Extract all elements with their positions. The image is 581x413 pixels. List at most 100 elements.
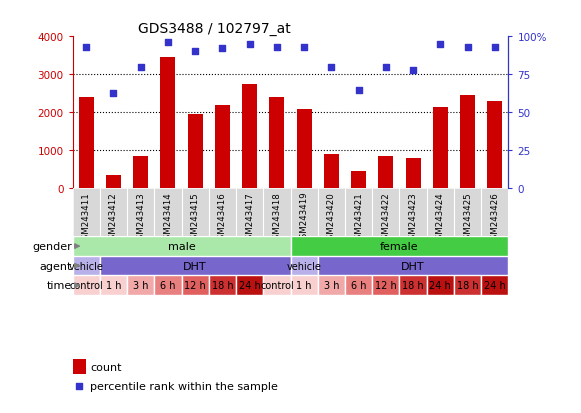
Text: female: female [380, 242, 419, 252]
Text: GSM243426: GSM243426 [490, 191, 499, 244]
Point [272, 45, 282, 51]
Text: vehicle: vehicle [69, 261, 103, 271]
Text: percentile rank within the sample: percentile rank within the sample [90, 381, 278, 391]
Text: 12 h: 12 h [375, 280, 397, 290]
Text: 1 h: 1 h [106, 280, 121, 290]
Bar [100, 256, 290, 276]
Bar [242, 85, 257, 189]
Bar [188, 115, 203, 189]
Text: GSM243420: GSM243420 [327, 191, 336, 244]
Bar [481, 276, 508, 295]
Text: control: control [260, 280, 294, 290]
Point [490, 45, 500, 51]
Point [81, 45, 91, 51]
Bar [263, 276, 290, 295]
Bar [79, 98, 94, 189]
Bar [155, 276, 181, 295]
Text: GSM243418: GSM243418 [272, 191, 281, 244]
Text: 24 h: 24 h [429, 280, 451, 290]
Text: male: male [168, 242, 195, 252]
Point [136, 64, 145, 71]
Bar [345, 276, 372, 295]
Text: 24 h: 24 h [484, 280, 505, 290]
Bar [372, 276, 400, 295]
Text: 24 h: 24 h [239, 280, 260, 290]
Text: GSM243419: GSM243419 [300, 191, 309, 244]
Text: GSM243416: GSM243416 [218, 191, 227, 244]
Bar [127, 276, 155, 295]
Text: vehicle: vehicle [286, 261, 321, 271]
Bar [215, 105, 230, 189]
Bar [487, 102, 502, 189]
Point [463, 45, 472, 51]
Text: GSM243421: GSM243421 [354, 191, 363, 244]
Bar [290, 276, 318, 295]
Text: time: time [47, 280, 72, 290]
Bar [73, 359, 86, 374]
Text: GSM243413: GSM243413 [136, 191, 145, 244]
Point [163, 40, 173, 47]
Text: 12 h: 12 h [184, 280, 206, 290]
Text: GSM243415: GSM243415 [191, 191, 200, 244]
Text: GSM243424: GSM243424 [436, 191, 445, 244]
Bar [426, 276, 454, 295]
Text: 18 h: 18 h [402, 280, 424, 290]
Text: 3 h: 3 h [133, 280, 149, 290]
Bar [400, 276, 426, 295]
Bar [290, 237, 508, 256]
Bar [73, 276, 100, 295]
Point [191, 49, 200, 56]
Text: agent: agent [40, 261, 72, 271]
Bar [290, 256, 318, 276]
Text: GSM243412: GSM243412 [109, 191, 118, 244]
Text: GDS3488 / 102797_at: GDS3488 / 102797_at [138, 22, 290, 36]
Bar [318, 256, 508, 276]
Bar [454, 276, 481, 295]
Text: DHT: DHT [401, 261, 425, 271]
Bar [160, 58, 175, 189]
Bar [236, 276, 263, 295]
Text: GSM243414: GSM243414 [163, 191, 173, 244]
Text: DHT: DHT [184, 261, 207, 271]
Text: 18 h: 18 h [211, 280, 233, 290]
Point [354, 87, 363, 94]
Bar [297, 109, 311, 189]
Point [436, 41, 445, 48]
Text: 1 h: 1 h [296, 280, 312, 290]
Point [381, 64, 390, 71]
Text: GSM243422: GSM243422 [381, 191, 390, 244]
Point [408, 67, 418, 74]
Point [74, 383, 84, 389]
Text: GSM243417: GSM243417 [245, 191, 254, 244]
Text: 6 h: 6 h [351, 280, 367, 290]
Point [109, 90, 118, 97]
Bar [351, 172, 366, 189]
Bar [133, 157, 148, 189]
Bar [318, 276, 345, 295]
Text: GSM243423: GSM243423 [408, 191, 418, 244]
Bar [73, 237, 290, 256]
Bar [181, 276, 209, 295]
Bar [73, 256, 100, 276]
Bar [106, 176, 121, 189]
Point [245, 41, 254, 48]
Bar [378, 157, 393, 189]
Bar [433, 107, 448, 189]
Text: count: count [90, 362, 121, 372]
Text: control: control [69, 280, 103, 290]
Text: gender: gender [33, 242, 72, 252]
Bar [406, 159, 421, 189]
Point [299, 45, 309, 51]
Text: 3 h: 3 h [324, 280, 339, 290]
Bar [460, 96, 475, 189]
Bar [100, 276, 127, 295]
Text: 6 h: 6 h [160, 280, 175, 290]
Text: GSM243425: GSM243425 [463, 191, 472, 244]
Text: GSM243411: GSM243411 [82, 191, 91, 244]
Bar [270, 98, 284, 189]
Text: 18 h: 18 h [457, 280, 478, 290]
Point [327, 64, 336, 71]
Bar [324, 155, 339, 189]
Bar [209, 276, 236, 295]
Point [218, 46, 227, 52]
